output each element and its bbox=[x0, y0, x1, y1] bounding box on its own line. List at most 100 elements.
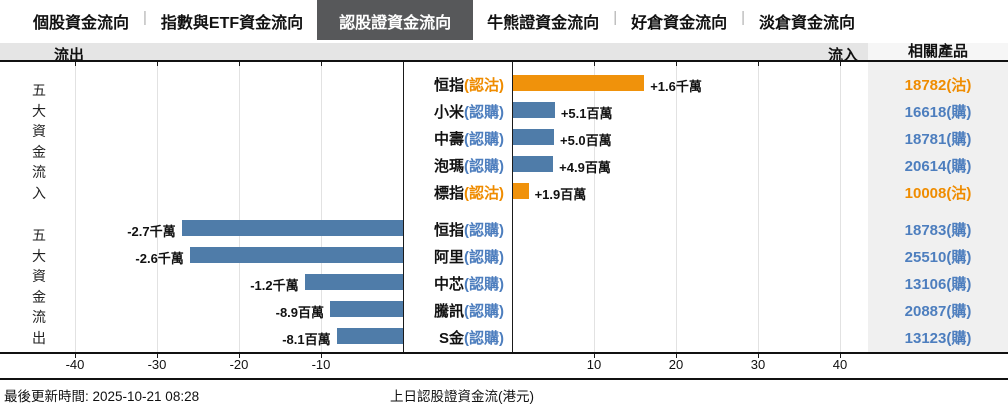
flow-bar bbox=[513, 183, 529, 199]
chart-gridline bbox=[239, 62, 240, 352]
chart-top-border bbox=[0, 60, 1008, 62]
related-product-link[interactable]: 20614(購) bbox=[904, 158, 972, 175]
flow-value-label: +1.9百萬 bbox=[534, 187, 587, 202]
related-products-column-bg bbox=[868, 62, 1008, 352]
warrant-type-label: (認購) bbox=[464, 131, 504, 148]
axis-tick-label: -20 bbox=[229, 357, 249, 372]
axis-tick-label: 10 bbox=[586, 357, 602, 372]
flow-value-label: +1.6千萬 bbox=[650, 79, 702, 94]
warrant-type-label: (認購) bbox=[464, 276, 504, 293]
axis-tick-label: 20 bbox=[668, 357, 684, 372]
tab-separator: | bbox=[143, 9, 147, 26]
related-product-link[interactable]: 20887(購) bbox=[904, 303, 972, 320]
warrant-type-label: (認購) bbox=[464, 222, 504, 239]
underlying-name: 泡瑪 bbox=[433, 158, 464, 175]
related-product-link[interactable]: 13123(購) bbox=[904, 330, 972, 347]
axis-tick-top bbox=[840, 62, 841, 66]
flow-bar bbox=[189, 247, 403, 263]
chart-gridline bbox=[758, 62, 759, 352]
row-label: 恒指(認沽) bbox=[406, 74, 504, 95]
flow-bar bbox=[330, 301, 403, 317]
tab-cbbc-fund-flow[interactable]: 牛熊證資金流向 bbox=[487, 15, 600, 32]
warrant-type-label: (認沽) bbox=[464, 185, 504, 202]
axis-tick-bottom bbox=[594, 354, 595, 358]
flow-value-label: +5.1百萬 bbox=[560, 106, 613, 121]
flow-value-label: -1.2千萬 bbox=[250, 278, 299, 293]
related-product-link[interactable]: 16618(購) bbox=[904, 104, 972, 121]
underlying-name: 騰訊 bbox=[433, 303, 464, 320]
axis-tick-label: 40 bbox=[832, 357, 848, 372]
warrant-type-label: (認購) bbox=[464, 249, 504, 266]
tab-short-fund-flow[interactable]: 淡倉資金流向 bbox=[759, 15, 856, 32]
tab-index-etf-fund-flow[interactable]: 指數與ETF資金流向 bbox=[160, 15, 304, 32]
group-title-inflow: 五 大 資 金 流 入 bbox=[32, 82, 46, 201]
flow-value-label: +5.0百萬 bbox=[560, 133, 612, 148]
warrant-type-label: (認購) bbox=[464, 330, 504, 347]
related-products-title: 相關產品 bbox=[907, 43, 968, 60]
tab-separator: | bbox=[741, 9, 746, 26]
row-label: 泡瑪(認購) bbox=[406, 155, 504, 176]
warrant-type-label: (認沽) bbox=[464, 77, 504, 94]
related-product-link[interactable]: 18781(購) bbox=[904, 131, 972, 148]
row-label: S金(認購) bbox=[406, 327, 504, 348]
underlying-name: 小米 bbox=[433, 104, 464, 121]
axis-tick-bottom bbox=[758, 354, 759, 358]
axis-tick-bottom bbox=[239, 354, 240, 358]
flow-bar bbox=[181, 220, 403, 236]
underlying-name: 中壽 bbox=[433, 131, 464, 148]
flow-bar bbox=[513, 129, 554, 145]
chart-gridline bbox=[840, 62, 841, 352]
axis-tick-bottom bbox=[321, 354, 322, 358]
tab-separator: | bbox=[613, 9, 618, 26]
related-product-link[interactable]: 18783(購) bbox=[904, 222, 972, 239]
flow-value-label: +4.9百萬 bbox=[559, 160, 611, 175]
underlying-name: S金 bbox=[438, 330, 464, 347]
row-label: 小米(認購) bbox=[406, 101, 504, 122]
warrant-type-label: (認購) bbox=[464, 104, 504, 121]
axis-tick-label: -40 bbox=[65, 357, 85, 372]
chart-gridline bbox=[75, 62, 76, 352]
flow-bar bbox=[304, 274, 403, 290]
flow-value-label: -8.9百萬 bbox=[275, 305, 325, 320]
row-label: 騰訊(認購) bbox=[406, 300, 504, 321]
related-products-header: 相關產品 bbox=[868, 43, 1008, 61]
related-product-link[interactable]: 18782(沽) bbox=[904, 77, 972, 94]
chart-bottom-border bbox=[0, 352, 1008, 354]
axis-tick-bottom bbox=[840, 354, 841, 358]
axis-tick-label: 30 bbox=[750, 357, 766, 372]
axis-tick-bottom bbox=[676, 354, 677, 358]
flow-value-label: -2.6千萬 bbox=[135, 251, 184, 266]
related-product-link[interactable]: 13106(購) bbox=[904, 276, 972, 293]
axis-tick-bottom bbox=[75, 354, 76, 358]
related-product-link[interactable]: 10008(沽) bbox=[904, 185, 972, 202]
underlying-name: 恒指 bbox=[433, 222, 464, 239]
warrant-type-label: (認購) bbox=[464, 158, 504, 175]
outflow-header-label: 流出 bbox=[54, 47, 85, 64]
underlying-name: 恒指 bbox=[433, 77, 464, 94]
axis-tick-top bbox=[758, 62, 759, 66]
row-label: 中芯(認購) bbox=[406, 273, 504, 294]
axis-tick-top bbox=[676, 62, 677, 66]
flow-bar bbox=[513, 102, 555, 118]
tab-long-fund-flow[interactable]: 好倉資金流向 bbox=[631, 15, 728, 32]
tab-warrant-fund-flow[interactable]: 認股證資金流向 bbox=[317, 0, 474, 40]
related-product-link[interactable]: 25510(購) bbox=[904, 249, 972, 266]
axis-tick-label: -10 bbox=[311, 357, 331, 372]
group-title-outflow: 五 大 資 金 流 出 bbox=[32, 227, 46, 346]
left-zero-axis bbox=[403, 62, 404, 352]
flow-bar bbox=[513, 156, 554, 172]
row-label: 阿里(認購) bbox=[406, 246, 504, 267]
tab-stock-fund-flow[interactable]: 個股資金流向 bbox=[33, 15, 130, 32]
underlying-name: 阿里 bbox=[433, 249, 464, 266]
flow-bar bbox=[336, 328, 403, 344]
footer-divider bbox=[0, 378, 1008, 380]
chart-gridline bbox=[157, 62, 158, 352]
chart-gridline bbox=[321, 62, 322, 352]
row-label: 中壽(認購) bbox=[406, 128, 504, 149]
flow-value-label: -8.1百萬 bbox=[282, 332, 331, 347]
axis-tick-top bbox=[239, 62, 240, 66]
chart-gridline bbox=[594, 62, 595, 352]
axis-tick-bottom bbox=[157, 354, 158, 358]
inflow-header-label: 流入 bbox=[827, 47, 858, 64]
